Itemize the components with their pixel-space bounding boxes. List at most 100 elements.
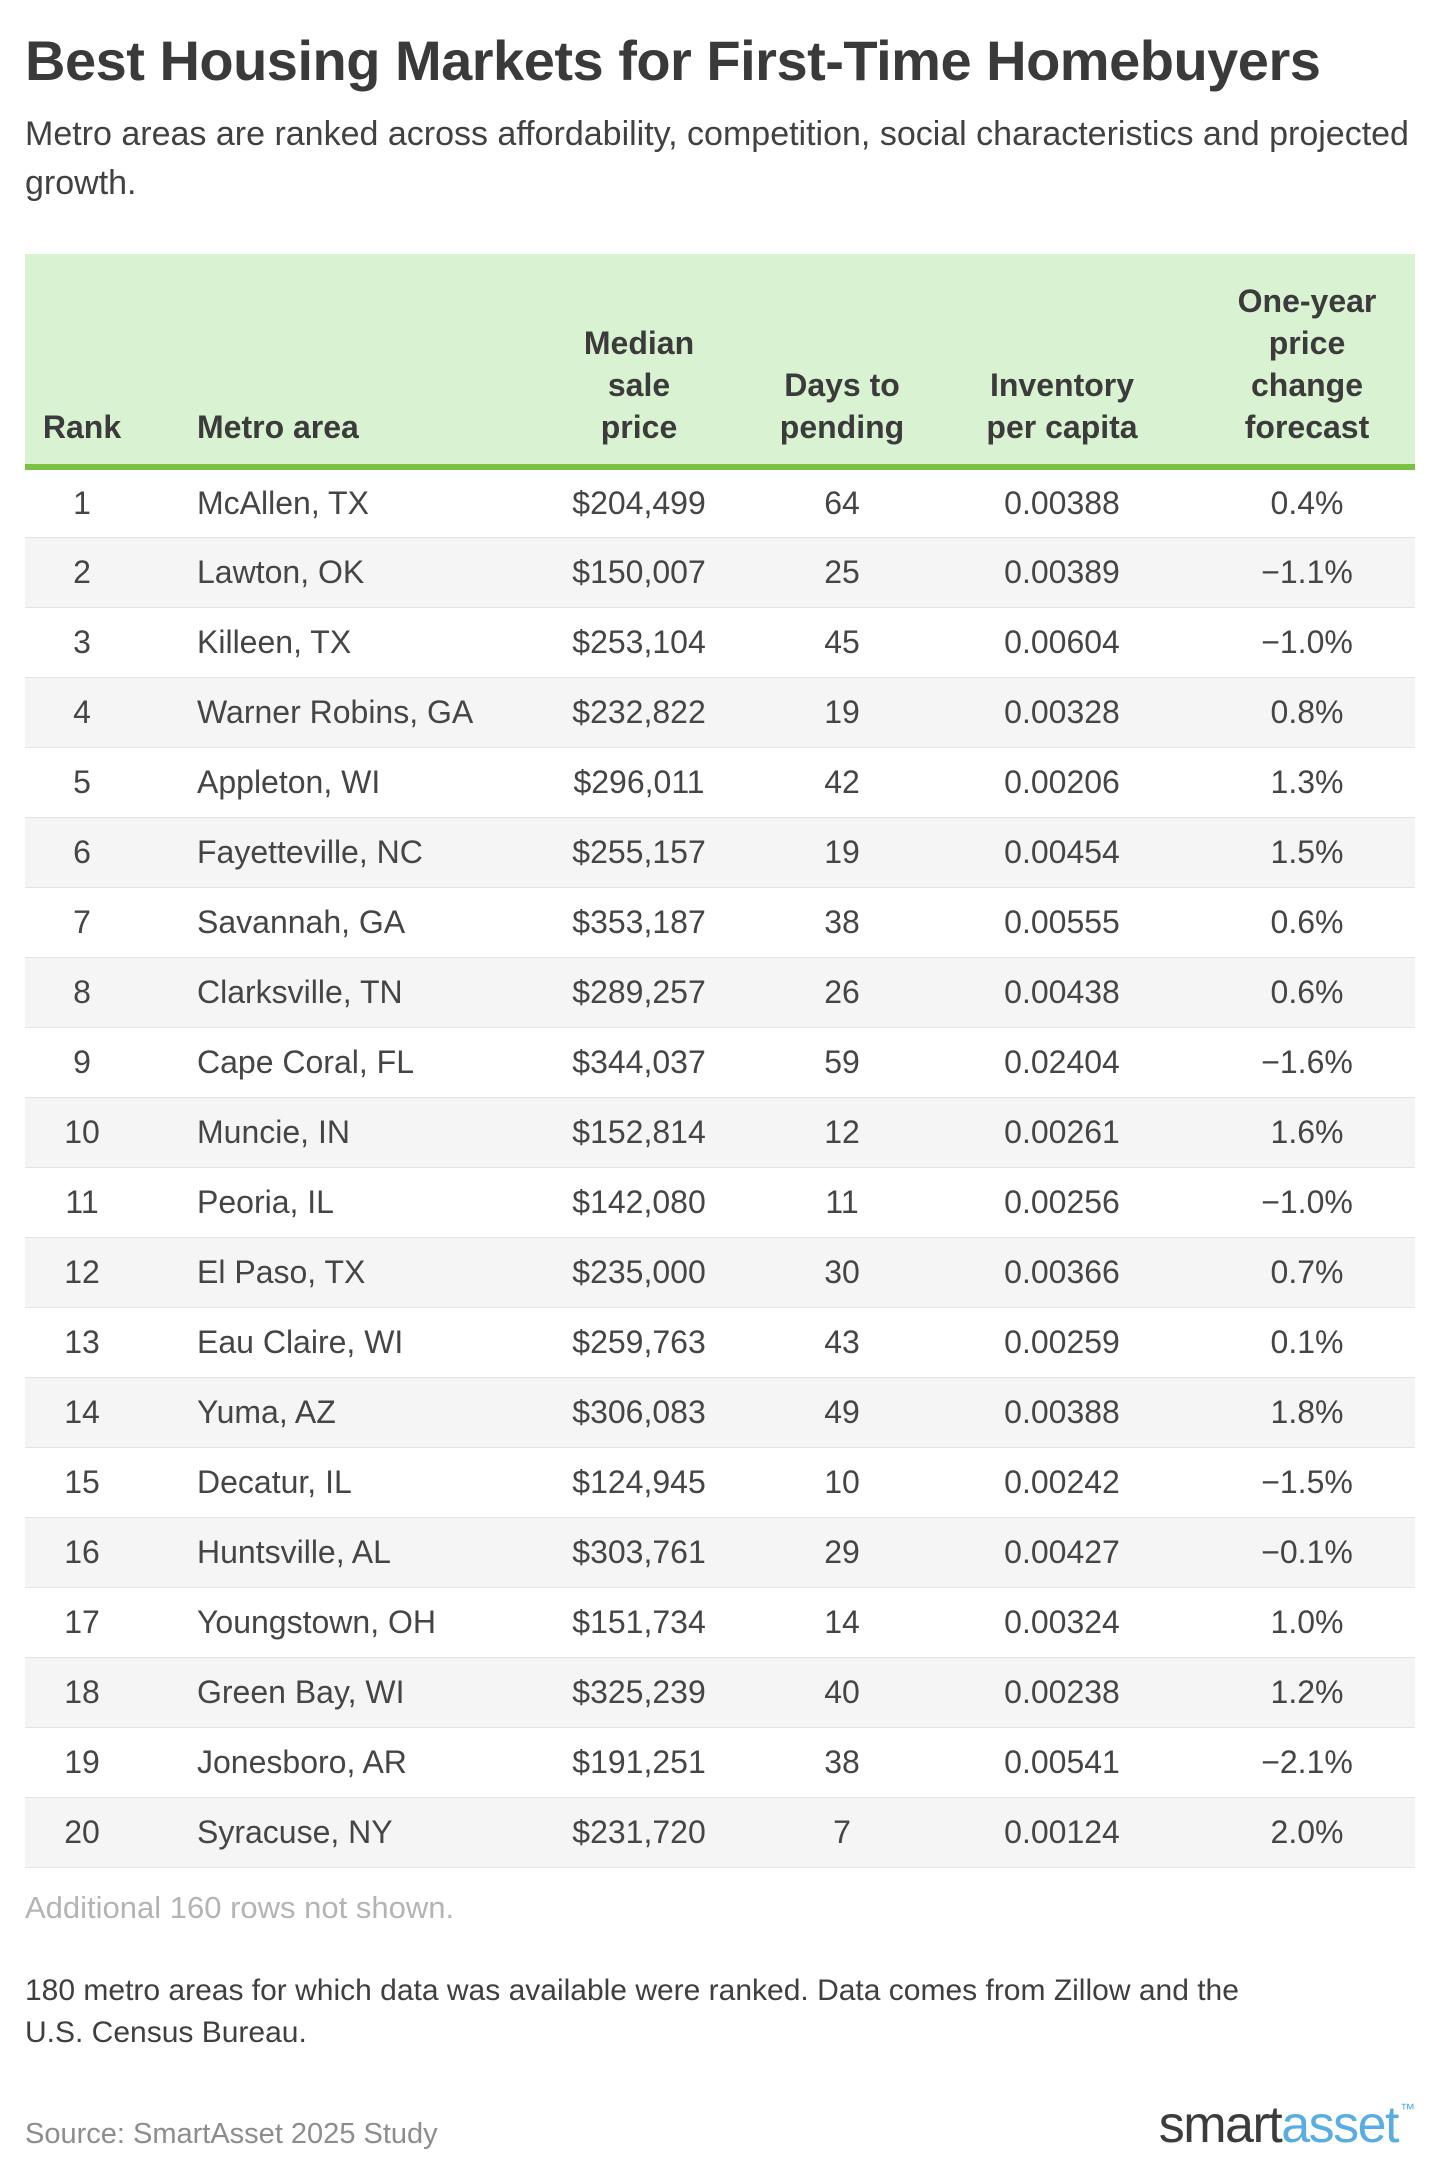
cell-inventory: 0.00388 bbox=[1004, 484, 1120, 521]
smartasset-logo: smartasset ™ bbox=[1159, 2084, 1415, 2151]
cell-inventory: 0.02404 bbox=[925, 1026, 1199, 1097]
cell-metro: Muncie, IN bbox=[139, 1096, 519, 1167]
cell-forecast: 1.6% bbox=[1199, 1096, 1415, 1167]
cell-price: $191,251 bbox=[519, 1726, 759, 1797]
methodology-note: 180 metro areas for which data was avail… bbox=[25, 1973, 1239, 2049]
table-header: Rank Metro area Median sale price Days t… bbox=[25, 254, 1415, 470]
cell-forecast: −1.0% bbox=[1199, 606, 1415, 677]
cell-metro: Cape Coral, FL bbox=[139, 1026, 519, 1097]
cell-days: 42 bbox=[759, 746, 925, 817]
cell-inventory: 0.00124 bbox=[925, 1796, 1199, 1868]
cell-days: 25 bbox=[759, 536, 925, 607]
cell-metro: Lawton, OK bbox=[139, 536, 519, 607]
cell-price: $235,000 bbox=[519, 1236, 759, 1307]
header-cell-inventory: Inventory per capita bbox=[925, 254, 1199, 470]
table-row: 13 Eau Claire, WI $259,763 43 0.00259 0.1% bbox=[25, 1306, 1415, 1377]
cell-metro: McAllen, TX bbox=[197, 484, 369, 521]
cell-forecast: −0.1% bbox=[1199, 1516, 1415, 1587]
cell-rank: 12 bbox=[25, 1236, 139, 1307]
table-row: 11 Peoria, IL $142,080 11 0.00256 −1.0% bbox=[25, 1166, 1415, 1237]
cell-rank: 13 bbox=[25, 1306, 139, 1377]
cell-metro: Fayetteville, NC bbox=[139, 816, 519, 887]
logo-asset-text: asset bbox=[1281, 2095, 1399, 2154]
cell-rank: 3 bbox=[25, 606, 139, 677]
cell-price: $353,187 bbox=[519, 886, 759, 957]
cell-days: 19 bbox=[759, 676, 925, 747]
cell-inventory: 0.00389 bbox=[925, 536, 1199, 607]
cell-days: 10 bbox=[759, 1446, 925, 1517]
cell-rank: 10 bbox=[25, 1096, 139, 1167]
cell-inventory: 0.00541 bbox=[925, 1726, 1199, 1797]
cell-metro: Warner Robins, GA bbox=[139, 676, 519, 747]
cell-metro: Savannah, GA bbox=[139, 886, 519, 957]
cell-inventory: 0.00206 bbox=[925, 746, 1199, 817]
page-subtitle: Metro areas are ranked across affordabil… bbox=[25, 115, 1409, 202]
cell-metro: Jonesboro, AR bbox=[139, 1726, 519, 1797]
cell-forecast: 0.7% bbox=[1199, 1236, 1415, 1307]
cell-price: $231,720 bbox=[519, 1796, 759, 1868]
table-row: 3 Killeen, TX $253,104 45 0.00604 −1.0% bbox=[25, 606, 1415, 677]
cell-inventory: 0.00259 bbox=[925, 1306, 1199, 1377]
cell-price: $150,007 bbox=[519, 536, 759, 607]
cell-days: 64 bbox=[824, 484, 860, 521]
cell-rank: 8 bbox=[25, 956, 139, 1027]
cell-rank: 15 bbox=[25, 1446, 139, 1517]
cell-days: 12 bbox=[759, 1096, 925, 1167]
cell-rank: 18 bbox=[25, 1656, 139, 1727]
cell-inventory: 0.00555 bbox=[925, 886, 1199, 957]
header-cell-days: Days to pending bbox=[759, 254, 925, 470]
cell-inventory: 0.00256 bbox=[925, 1166, 1199, 1237]
cell-days: 59 bbox=[759, 1026, 925, 1097]
cell-forecast: 1.3% bbox=[1199, 746, 1415, 817]
cell-forecast: 0.8% bbox=[1199, 676, 1415, 747]
cell-forecast: 1.8% bbox=[1199, 1376, 1415, 1447]
table-row: 2 Lawton, OK $150,007 25 0.00389 −1.1% bbox=[25, 536, 1415, 607]
cell-rank: 1 bbox=[73, 484, 91, 521]
cell-rank: 9 bbox=[25, 1026, 139, 1097]
table-row: 15 Decatur, IL $124,945 10 0.00242 −1.5% bbox=[25, 1446, 1415, 1517]
table-row: 9 Cape Coral, FL $344,037 59 0.02404 −1.6% bbox=[25, 1026, 1415, 1097]
cell-price: $204,499 bbox=[572, 484, 706, 521]
cell-days: 7 bbox=[759, 1796, 925, 1868]
cell-forecast: −2.1% bbox=[1199, 1726, 1415, 1797]
cell-forecast: 1.0% bbox=[1199, 1586, 1415, 1657]
cell-rank: 4 bbox=[25, 676, 139, 747]
table-row: 8 Clarksville, TN $289,257 26 0.00438 0.6% bbox=[25, 956, 1415, 1027]
table-row: 16 Huntsville, AL $303,761 29 0.00427 −0.1% bbox=[25, 1516, 1415, 1587]
cell-metro: Youngstown, OH bbox=[139, 1586, 519, 1657]
table-row: 12 El Paso, TX $235,000 30 0.00366 0.7% bbox=[25, 1236, 1415, 1307]
cell-price: $303,761 bbox=[519, 1516, 759, 1587]
cell-inventory: 0.00454 bbox=[925, 816, 1199, 887]
housing-markets-table: Rank Metro area Median sale price Days t… bbox=[25, 254, 1415, 1868]
cell-rank: 2 bbox=[25, 536, 139, 607]
cell-days: 11 bbox=[759, 1166, 925, 1237]
cell-price: $296,011 bbox=[519, 746, 759, 817]
cell-days: 14 bbox=[759, 1586, 925, 1657]
cell-days: 26 bbox=[759, 956, 925, 1027]
cell-price: $232,822 bbox=[519, 676, 759, 747]
cell-forecast: 1.2% bbox=[1199, 1656, 1415, 1727]
cell-metro: Peoria, IL bbox=[139, 1166, 519, 1237]
cell-rank: 14 bbox=[25, 1376, 139, 1447]
cell-rank: 6 bbox=[25, 816, 139, 887]
cell-days: 19 bbox=[759, 816, 925, 887]
table-row: 17 Youngstown, OH $151,734 14 0.00324 1.0% bbox=[25, 1586, 1415, 1657]
cell-price: $151,734 bbox=[519, 1586, 759, 1657]
cell-inventory: 0.00242 bbox=[925, 1446, 1199, 1517]
cell-forecast: 0.6% bbox=[1199, 886, 1415, 957]
cell-inventory: 0.00388 bbox=[925, 1376, 1199, 1447]
cell-forecast: 2.0% bbox=[1199, 1796, 1415, 1868]
cell-metro: Killeen, TX bbox=[139, 606, 519, 677]
cell-days: 30 bbox=[759, 1236, 925, 1307]
header-cell-price: Median sale price bbox=[519, 254, 759, 470]
cell-rank: 19 bbox=[25, 1726, 139, 1797]
cell-forecast: 0.6% bbox=[1199, 956, 1415, 1027]
cell-forecast: 0.4% bbox=[1270, 484, 1344, 521]
cell-metro: Appleton, WI bbox=[139, 746, 519, 817]
cell-rank: 5 bbox=[25, 746, 139, 817]
header-cell-rank: Rank bbox=[25, 254, 139, 470]
cell-metro: Syracuse, NY bbox=[139, 1796, 519, 1868]
cell-price: $344,037 bbox=[519, 1026, 759, 1097]
cell-days: 45 bbox=[759, 606, 925, 677]
cell-days: 38 bbox=[759, 886, 925, 957]
